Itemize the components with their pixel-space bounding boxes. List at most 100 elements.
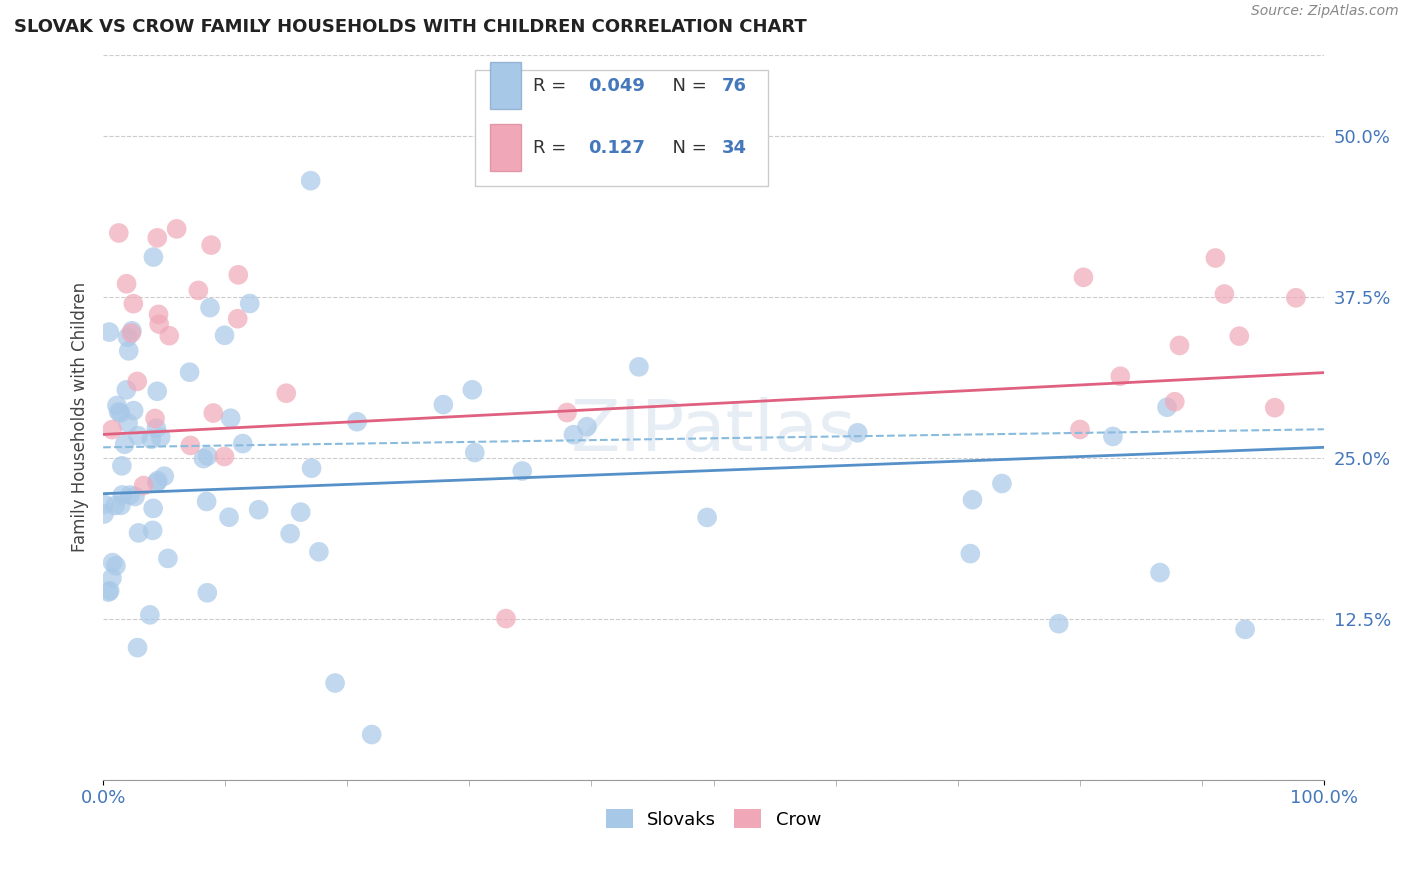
Point [464,445,486,459]
Point [105,399,128,413]
Point [146,384,169,399]
Point [127,640,149,655]
Point [1234,623,1257,637]
Point [148,307,170,321]
Polygon shape [491,62,520,110]
Point [1285,291,1308,305]
Point [962,492,984,507]
Point [1109,369,1132,384]
Point [98,325,121,339]
Point [121,324,143,338]
Text: Source: ZipAtlas.com: Source: ZipAtlas.com [1251,4,1399,19]
Point [308,545,330,559]
Point [214,328,236,343]
Point [118,343,141,358]
Point [127,375,149,389]
Point [1227,329,1250,343]
Point [1213,287,1236,301]
Point [495,612,517,626]
Polygon shape [475,70,769,186]
Point [696,510,718,524]
Point [575,419,598,434]
Point [323,676,346,690]
Point [143,411,166,425]
Text: 34: 34 [723,138,747,156]
Point [156,551,179,566]
Point [107,226,129,240]
Text: 76: 76 [723,77,747,95]
Point [214,450,236,464]
Text: ZIPatlas: ZIPatlas [571,397,856,467]
Point [110,406,132,420]
Y-axis label: Family Households with Children: Family Households with Children [72,282,89,552]
Point [107,405,129,419]
Text: R =: R = [533,77,572,95]
Point [93,497,115,511]
Point [1156,401,1178,415]
Point [197,449,219,463]
Point [122,403,145,417]
Point [115,383,138,397]
Point [117,330,139,344]
Point [146,231,169,245]
Text: SLOVAK VS CROW FAMILY HOUSEHOLDS WITH CHILDREN CORRELATION CHART: SLOVAK VS CROW FAMILY HOUSEHOLDS WITH CH… [14,18,807,36]
Legend: Slovaks, Crow: Slovaks, Crow [599,802,828,836]
Point [1264,401,1286,415]
Point [179,365,201,379]
Point [142,501,165,516]
Point [959,547,981,561]
Point [142,524,165,538]
Point [142,250,165,264]
Point [193,451,215,466]
Point [432,398,454,412]
Point [200,238,222,252]
Point [111,488,134,502]
Point [1102,429,1125,443]
Point [1164,394,1187,409]
Point [120,326,142,340]
Point [627,359,650,374]
Point [278,526,301,541]
Point [97,585,120,599]
Point [145,421,167,435]
Point [110,499,132,513]
Point [132,478,155,492]
Point [461,383,484,397]
Point [124,490,146,504]
Point [101,556,124,570]
Polygon shape [491,124,520,171]
Text: 0.127: 0.127 [588,138,645,156]
Point [149,430,172,444]
Point [1149,566,1171,580]
Point [148,317,170,331]
Point [93,507,115,521]
Point [1069,422,1091,436]
Point [157,328,180,343]
Point [276,386,298,401]
Point [122,296,145,310]
Text: 0.049: 0.049 [588,77,645,95]
Point [166,222,188,236]
Point [301,461,323,475]
Point [1073,270,1095,285]
Point [346,415,368,429]
Point [510,464,533,478]
Point [141,432,163,446]
Point [239,296,262,310]
Point [218,510,240,524]
Point [128,525,150,540]
Point [202,406,225,420]
Point [1204,251,1226,265]
Text: N =: N = [661,77,713,95]
Point [139,607,162,622]
Point [146,474,169,488]
Text: R =: R = [533,138,572,156]
Point [232,436,254,450]
Point [299,174,322,188]
Point [1168,338,1191,352]
Point [562,427,585,442]
Point [846,425,869,440]
Point [991,476,1014,491]
Point [247,502,270,516]
Point [98,583,121,598]
